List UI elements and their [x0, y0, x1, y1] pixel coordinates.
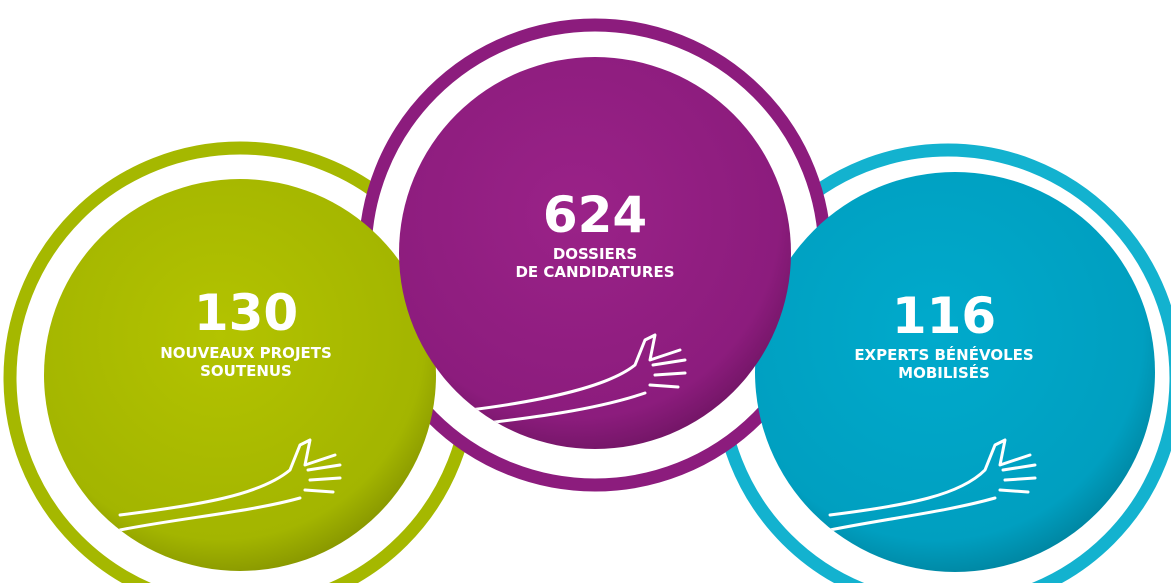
stat-label: EXPERTS BÉNÉVOLES	[854, 345, 1033, 364]
stat-label: MOBILISÉS	[898, 363, 990, 382]
hand	[828, 438, 1037, 532]
stat-number: 130	[194, 284, 298, 342]
stat-number: 116	[892, 287, 996, 345]
stat-label: DE CANDIDATURES	[515, 263, 674, 281]
circle	[44, 179, 436, 571]
stat-number: 624	[543, 186, 647, 244]
stat-label: NOUVEAUX PROJETS	[160, 344, 332, 362]
hand	[118, 438, 342, 532]
circle	[399, 57, 791, 449]
hand	[468, 333, 687, 427]
circle	[755, 172, 1155, 572]
stat-label: DOSSIERS	[553, 245, 637, 263]
stat-label: SOUTENUS	[200, 362, 292, 380]
